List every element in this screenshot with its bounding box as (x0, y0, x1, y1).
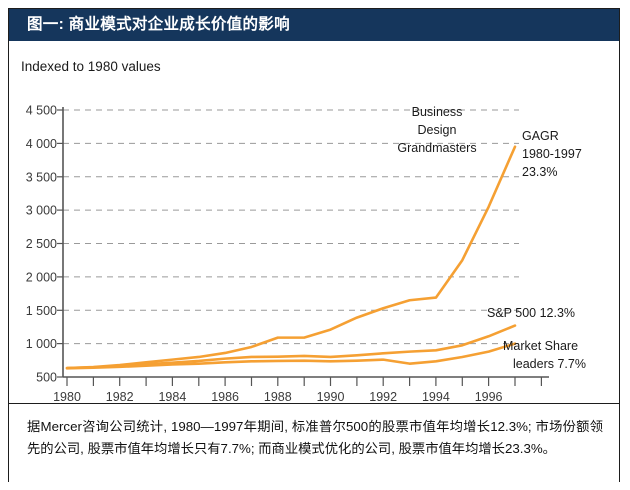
caption-text: 据Mercer咨询公司统计, 1980—1997年期间, 标准普尔500的股票市… (27, 419, 603, 456)
x-tick-label: 1990 (317, 390, 345, 403)
caption-separator (9, 403, 619, 404)
y-tick-label: 4 000 (26, 137, 57, 151)
y-tick-label: 1 000 (26, 337, 57, 351)
annotation-grandmasters: Business Design Grandmasters (397, 105, 476, 155)
figure-header-bar: 图一: 商业模式对企业成长价值的影响 (9, 9, 619, 41)
series-line-business-design (65, 145, 517, 370)
figure-container: 图一: 商业模式对企业成长价值的影响 Indexed to 1980 value… (8, 8, 620, 482)
annotation-line: S&P 500 12.3% (487, 306, 575, 320)
annotation-sp500: S&P 500 12.3% (487, 306, 575, 320)
line-chart-svg: 4 500 4 000 3 500 3 000 2 500 2 000 1 50… (26, 104, 586, 404)
series-line-market-share (65, 342, 517, 370)
y-axis-labels: 4 500 4 000 3 500 3 000 2 500 2 000 1 50… (26, 104, 57, 385)
annotation-line: Market Share (503, 339, 578, 353)
y-tick-label: 500 (36, 371, 57, 385)
x-axis-ticks (66, 377, 543, 386)
annotation-market-share: Market Share leaders 7.7% (503, 339, 586, 371)
x-tick-label: 1982 (106, 390, 134, 403)
annotation-line: Business (412, 105, 463, 119)
annotation-line: 23.3% (522, 165, 557, 179)
caption-panel: 据Mercer咨询公司统计, 1980—1997年期间, 标准普尔500的股票市… (9, 404, 619, 482)
grid-lines (63, 109, 519, 345)
chart-subtitle: Indexed to 1980 values (21, 59, 161, 74)
y-tick-label: 4 500 (26, 104, 57, 118)
x-tick-label: 1986 (211, 390, 239, 403)
x-tick-label: 1994 (422, 390, 450, 403)
x-axis-labels: 1980 1982 1984 1986 1988 1990 1992 1994 … (53, 390, 502, 403)
annotation-gagr: GAGR 1980-1997 23.3% (522, 129, 582, 179)
y-tick-label: 3 500 (26, 170, 57, 184)
x-tick-label: 1980 (53, 390, 81, 403)
x-tick-label: 1992 (369, 390, 397, 403)
y-tick-label: 2 000 (26, 270, 57, 284)
annotation-line: Grandmasters (397, 141, 476, 155)
x-tick-label: 1988 (264, 390, 292, 403)
x-tick-label: 1984 (158, 390, 186, 403)
y-tick-label: 2 500 (26, 237, 57, 251)
annotation-line: 1980-1997 (522, 147, 582, 161)
annotation-line: leaders 7.7% (513, 357, 586, 371)
chart-panel: Indexed to 1980 values 4 500 4 000 3 500… (9, 41, 619, 403)
annotation-line: Design (418, 123, 457, 137)
y-axis-ticks (57, 109, 63, 378)
annotation-line: GAGR (522, 129, 559, 143)
figure-title: 图一: 商业模式对企业成长价值的影响 (27, 16, 290, 33)
y-tick-label: 3 000 (26, 204, 57, 218)
x-tick-label: 1996 (475, 390, 503, 403)
y-tick-label: 1 500 (26, 304, 57, 318)
